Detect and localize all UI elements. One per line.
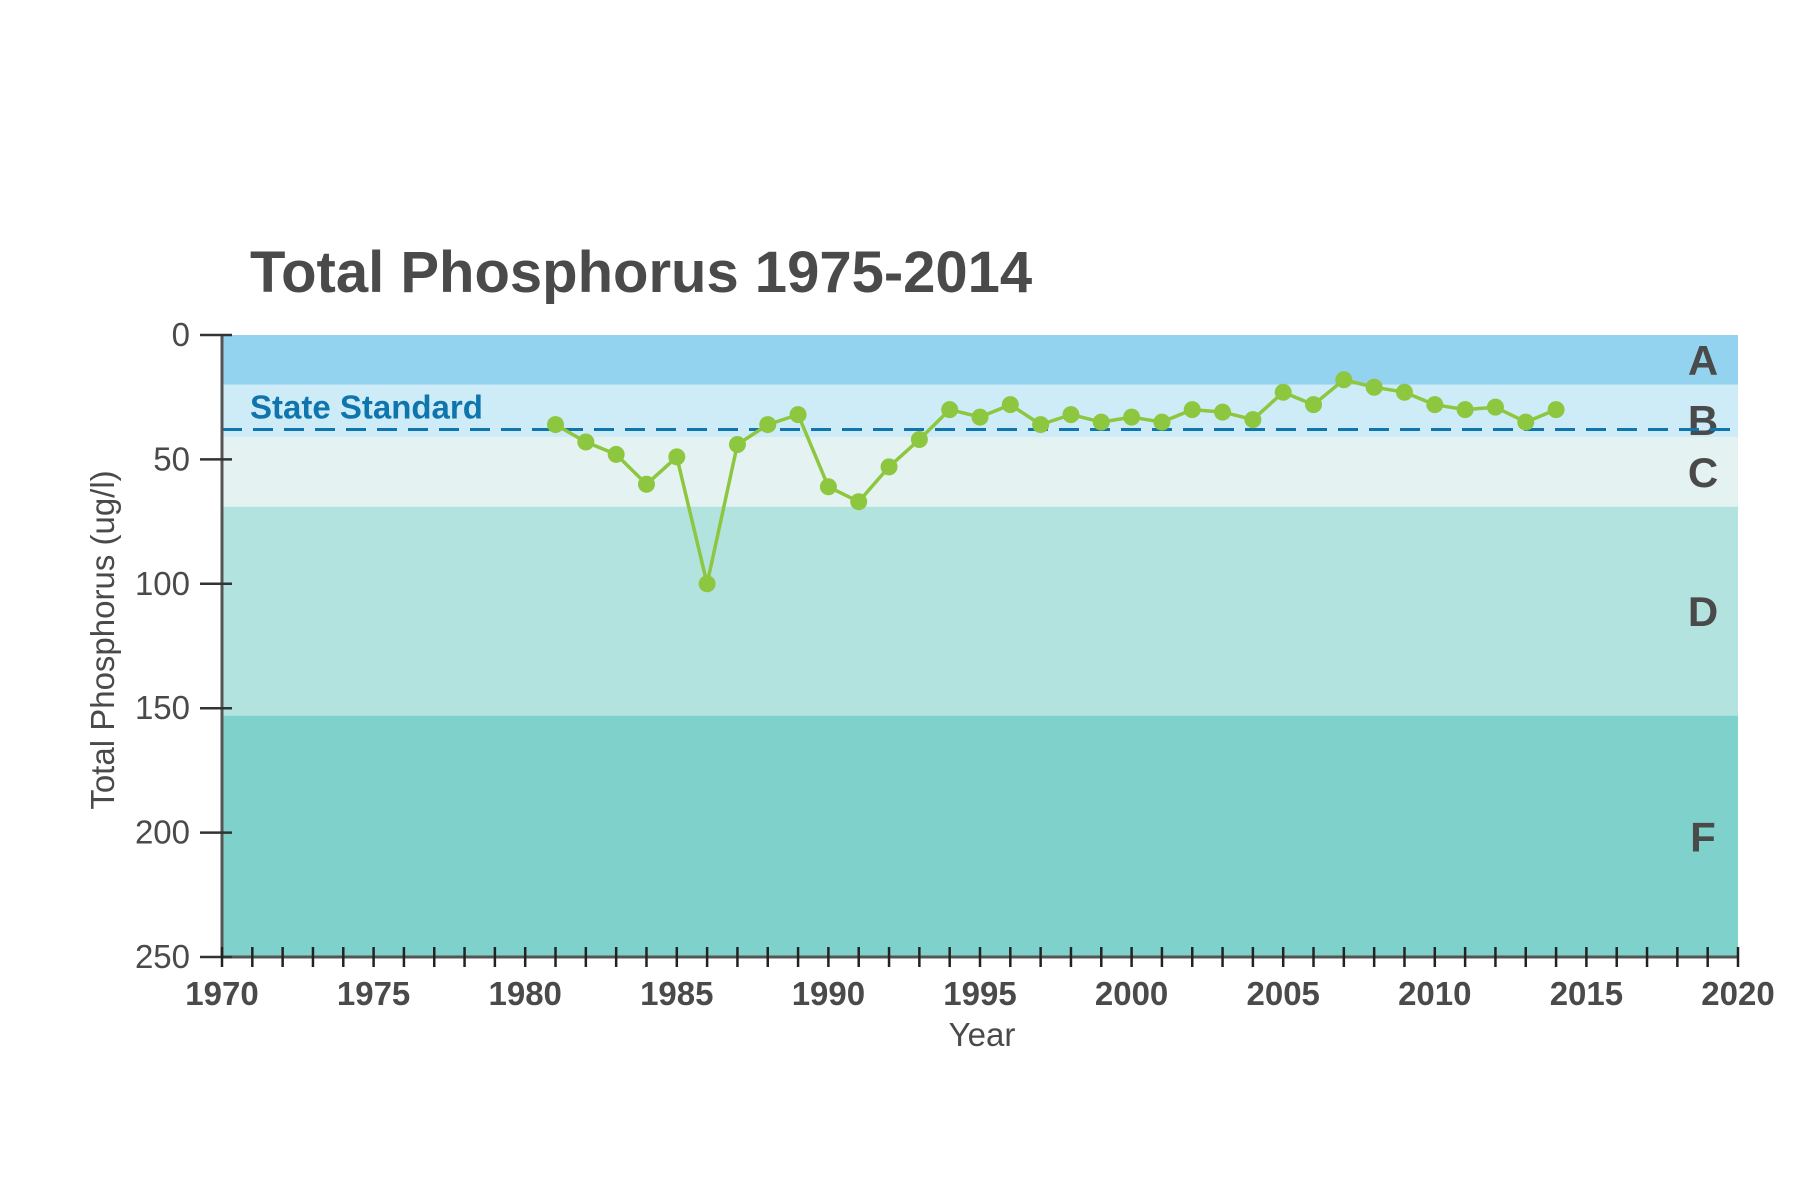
data-point <box>789 406 807 424</box>
x-tick-label: 2010 <box>1398 975 1471 1012</box>
x-axis-label: Year <box>949 1016 1016 1053</box>
y-tick-label: 0 <box>172 316 190 353</box>
grade-label-b: B <box>1688 397 1718 444</box>
data-point <box>1092 413 1110 431</box>
x-tick-label: 1995 <box>943 975 1016 1012</box>
data-point <box>728 435 746 453</box>
grade-band-f <box>222 715 1738 957</box>
data-point <box>850 493 868 511</box>
data-point <box>1486 398 1504 416</box>
data-point <box>668 448 686 466</box>
data-point <box>941 401 959 419</box>
data-point <box>1517 413 1535 431</box>
data-point <box>1395 383 1413 401</box>
data-point <box>819 478 837 496</box>
state-standard-line-group: State Standard <box>222 389 1738 432</box>
state-standard-label: State Standard <box>250 389 483 426</box>
data-point <box>759 416 777 434</box>
x-tick-label: 2005 <box>1246 975 1319 1012</box>
chart-text: Total Phosphorus 1975-2014 Year Total Ph… <box>84 240 1775 1053</box>
grade-label-d: D <box>1688 588 1718 635</box>
x-tick-label: 2020 <box>1701 975 1774 1012</box>
chart-title: Total Phosphorus 1975-2014 <box>250 240 1032 305</box>
grade-bands: ABC D F <box>222 335 1738 957</box>
data-point <box>1153 413 1171 431</box>
grade-label-c: C <box>1688 449 1718 496</box>
grade-label-a: A <box>1688 337 1718 384</box>
y-tick-label: 50 <box>153 440 190 477</box>
data-series <box>547 371 1565 593</box>
data-point <box>698 575 716 593</box>
y-axis-label: Total Phosphorus (ug/l) <box>84 470 121 809</box>
data-point <box>1123 408 1141 426</box>
data-point <box>1214 403 1232 421</box>
x-tick-label: 1980 <box>488 975 561 1012</box>
grade-band-a <box>222 335 1738 385</box>
data-point <box>637 475 655 493</box>
data-point <box>880 458 898 476</box>
x-tick-label: 1970 <box>185 975 258 1012</box>
data-point <box>1335 371 1353 389</box>
data-point <box>547 416 565 434</box>
grade-label-f: F <box>1690 813 1716 860</box>
x-tick-label: 2015 <box>1550 975 1623 1012</box>
data-point <box>1547 401 1565 419</box>
grade-band-d <box>222 506 1738 716</box>
data-point <box>1426 396 1444 414</box>
data-point <box>607 445 625 463</box>
y-tick-label: 250 <box>135 938 190 975</box>
x-tick-label: 1990 <box>792 975 865 1012</box>
data-point <box>1001 396 1019 414</box>
x-tick-label: 1985 <box>640 975 713 1012</box>
data-point <box>1305 396 1323 414</box>
data-point <box>1032 416 1050 434</box>
y-tick-label: 100 <box>135 565 190 602</box>
data-point <box>1183 401 1201 419</box>
data-point <box>971 408 989 426</box>
x-tick-label: 1975 <box>337 975 410 1012</box>
data-point <box>1244 411 1262 429</box>
grade-band-c <box>222 437 1738 507</box>
x-tick-label: 2000 <box>1095 975 1168 1012</box>
y-tick-label: 200 <box>135 814 190 851</box>
data-point <box>1274 383 1292 401</box>
data-point <box>1062 406 1080 424</box>
series-line <box>554 378 1557 586</box>
y-tick-label: 150 <box>135 689 190 726</box>
data-point <box>910 430 928 448</box>
axes <box>200 333 1740 967</box>
data-point <box>1365 378 1383 396</box>
data-point <box>577 433 595 451</box>
data-point <box>1456 401 1474 419</box>
